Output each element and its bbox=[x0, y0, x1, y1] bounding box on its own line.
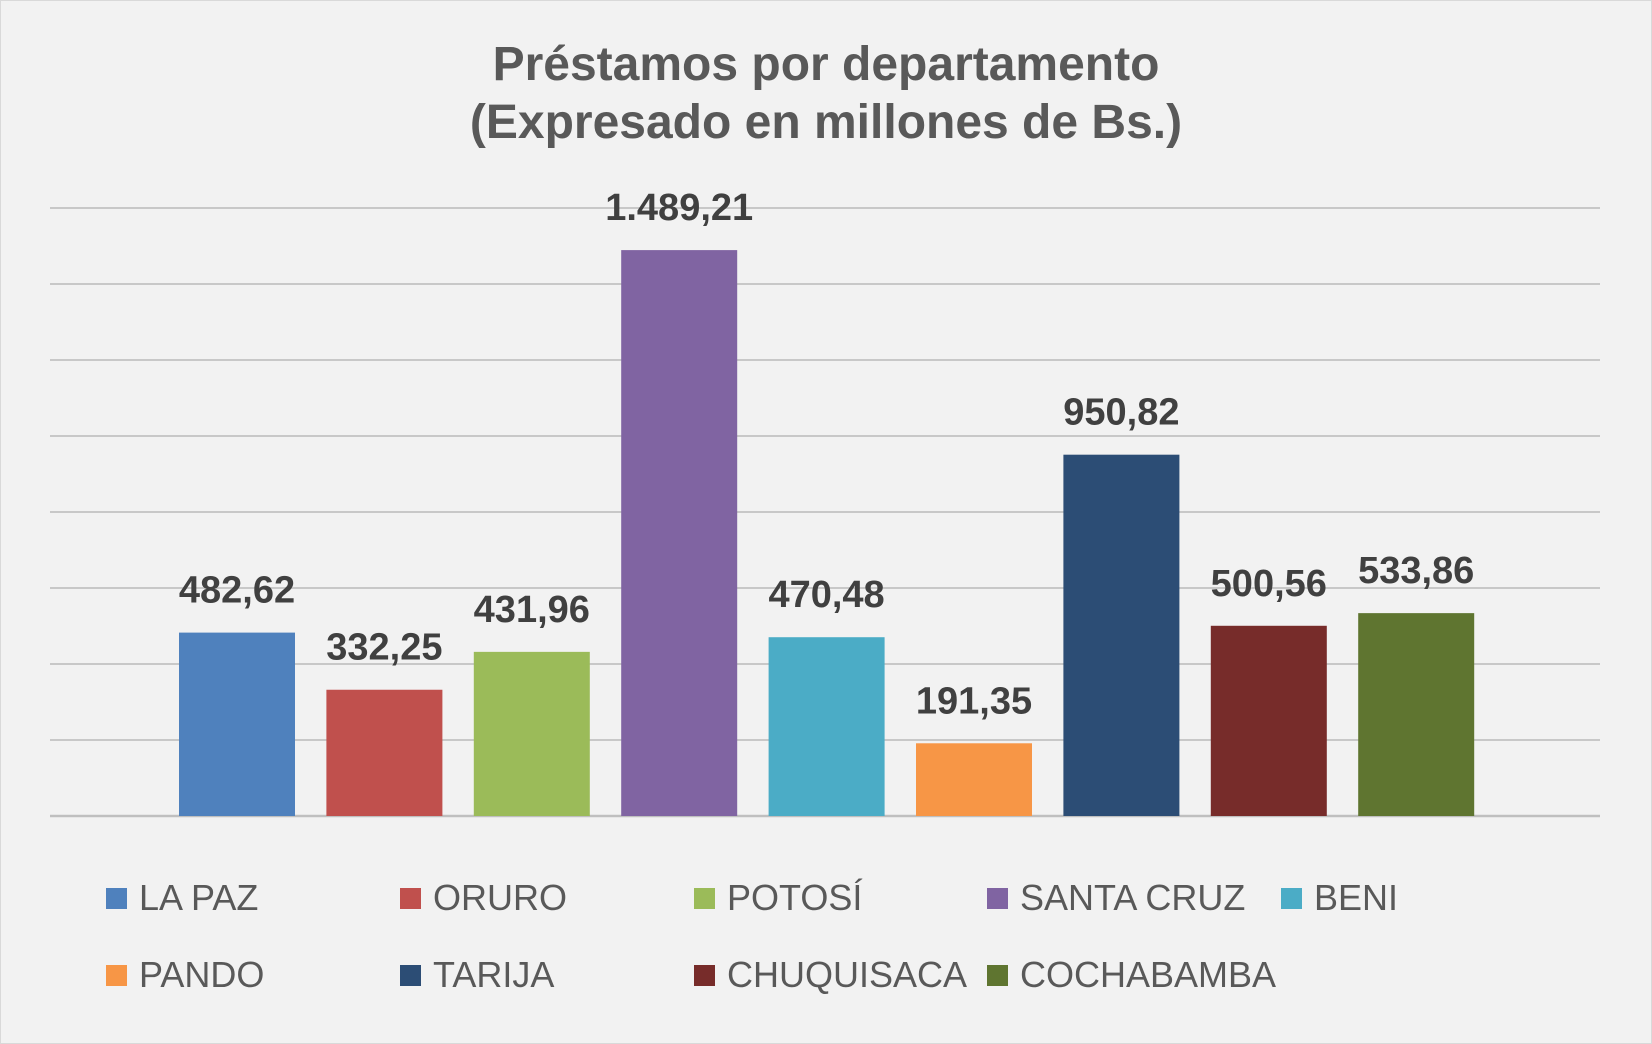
data-label: 950,82 bbox=[1063, 392, 1179, 434]
bar-santa-cruz bbox=[621, 250, 738, 816]
data-label: 431,96 bbox=[474, 589, 590, 631]
data-label: 332,25 bbox=[326, 627, 442, 669]
legend-label: COCHABAMBA bbox=[1020, 954, 1277, 995]
legend-label: CHUQUISACA bbox=[727, 954, 968, 995]
data-label: 191,35 bbox=[916, 680, 1032, 722]
legend-item: COCHABAMBA bbox=[987, 954, 1277, 995]
legend-item: TARIJA bbox=[400, 954, 555, 995]
bar-potos- bbox=[473, 651, 590, 816]
bar-chuquisaca bbox=[1210, 625, 1327, 816]
legend-label: ORURO bbox=[433, 877, 567, 918]
data-label: 470,48 bbox=[768, 574, 884, 616]
legend-item: BENI bbox=[1281, 877, 1399, 918]
legend-item: ORURO bbox=[400, 877, 567, 918]
legend-label: POTOSÍ bbox=[727, 877, 863, 918]
data-label: 482,62 bbox=[179, 570, 295, 612]
legend-swatch bbox=[106, 964, 127, 986]
bar-oruro bbox=[326, 689, 443, 816]
legend-swatch bbox=[987, 887, 1008, 909]
legend-label: TARIJA bbox=[433, 954, 555, 995]
legend-swatch bbox=[400, 887, 421, 909]
legend-label: BENI bbox=[1314, 877, 1399, 918]
legend-item: CHUQUISACA bbox=[694, 954, 968, 995]
legend-item: SANTA CRUZ bbox=[987, 877, 1246, 918]
bar-cochabamba bbox=[1358, 613, 1475, 816]
legend-swatch bbox=[1281, 887, 1302, 909]
legend-swatch bbox=[694, 964, 715, 986]
chart-title: Préstamos por departamento (Expresado en… bbox=[0, 36, 1652, 152]
legend-label: PANDO bbox=[139, 954, 265, 995]
legend-swatch bbox=[106, 887, 127, 909]
legend-label: SANTA CRUZ bbox=[1020, 877, 1246, 918]
chart-subtitle: (Expresado en millones de Bs.) bbox=[469, 96, 1183, 149]
legend-label: LA PAZ bbox=[139, 877, 259, 918]
legend-swatch bbox=[400, 964, 421, 986]
legend-swatch bbox=[694, 887, 715, 909]
data-label: 500,56 bbox=[1211, 563, 1327, 605]
chart-title-line: Préstamos por departamento bbox=[492, 38, 1160, 91]
bar-tarija bbox=[1063, 454, 1180, 816]
bar-la-paz bbox=[179, 632, 295, 816]
legend-item: PANDO bbox=[106, 954, 265, 995]
legend-swatch bbox=[987, 964, 1008, 986]
legend-item: POTOSÍ bbox=[694, 877, 863, 918]
legend-item: LA PAZ bbox=[106, 877, 259, 918]
bar-beni bbox=[768, 637, 885, 816]
data-label: 1.489,21 bbox=[605, 187, 753, 229]
bar-pando bbox=[916, 743, 1032, 816]
data-label: 533,86 bbox=[1358, 550, 1474, 592]
